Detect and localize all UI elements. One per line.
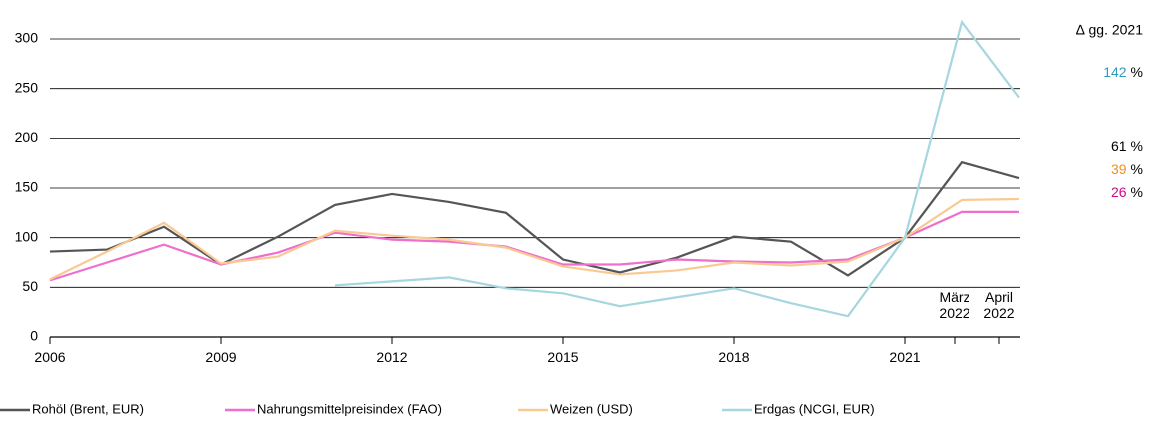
y-tick-label: 100 (15, 228, 39, 244)
annotation: 39% (1111, 161, 1143, 177)
x-tick-label: 2012 (376, 349, 408, 365)
y-tick-label: 0 (30, 328, 38, 344)
legend-label: Erdgas (NCGI, EUR) (754, 401, 875, 416)
x-tick-label: 2006 (34, 349, 66, 365)
line-series (49, 197, 1020, 281)
annotation-unit: % (1131, 161, 1143, 177)
x-tick-label: 2015 (547, 349, 579, 365)
y-tick-label: 300 (15, 30, 39, 46)
legend-label: Nahrungsmittelpreisindex (FAO) (257, 401, 442, 416)
annotation-unit: % (1131, 64, 1143, 80)
annotation-unit: % (1131, 138, 1143, 154)
annotation-title: ∆ gg. 2021 (1076, 22, 1143, 38)
legend-label: Rohöl (Brent, EUR) (32, 401, 144, 416)
y-tick-label: 250 (15, 79, 39, 95)
annotation: 61% (1111, 138, 1143, 154)
x-tick-label: 2009 (205, 349, 237, 365)
annotation-value: 26 (1111, 184, 1127, 200)
line-series (334, 19, 1020, 318)
y-tick-label: 150 (15, 179, 39, 195)
annotation: 26% (1111, 184, 1143, 200)
x-tick-label: 2021 (889, 349, 921, 365)
y-tick-label: 50 (22, 278, 38, 294)
annotation-value: 142 (1103, 64, 1127, 80)
annotation-unit: % (1131, 184, 1143, 200)
line-series (49, 210, 1019, 282)
annotation: 142% (1103, 64, 1143, 80)
x-tick-label: 2018 (718, 349, 750, 365)
annotation-value: 61 (1111, 138, 1127, 154)
y-tick-label: 200 (15, 129, 39, 145)
legend-label: Weizen (USD) (550, 401, 633, 416)
annotation-value: 39 (1111, 161, 1127, 177)
line-series (49, 160, 1020, 277)
x-tick-label: April 2022 (969, 289, 1029, 321)
